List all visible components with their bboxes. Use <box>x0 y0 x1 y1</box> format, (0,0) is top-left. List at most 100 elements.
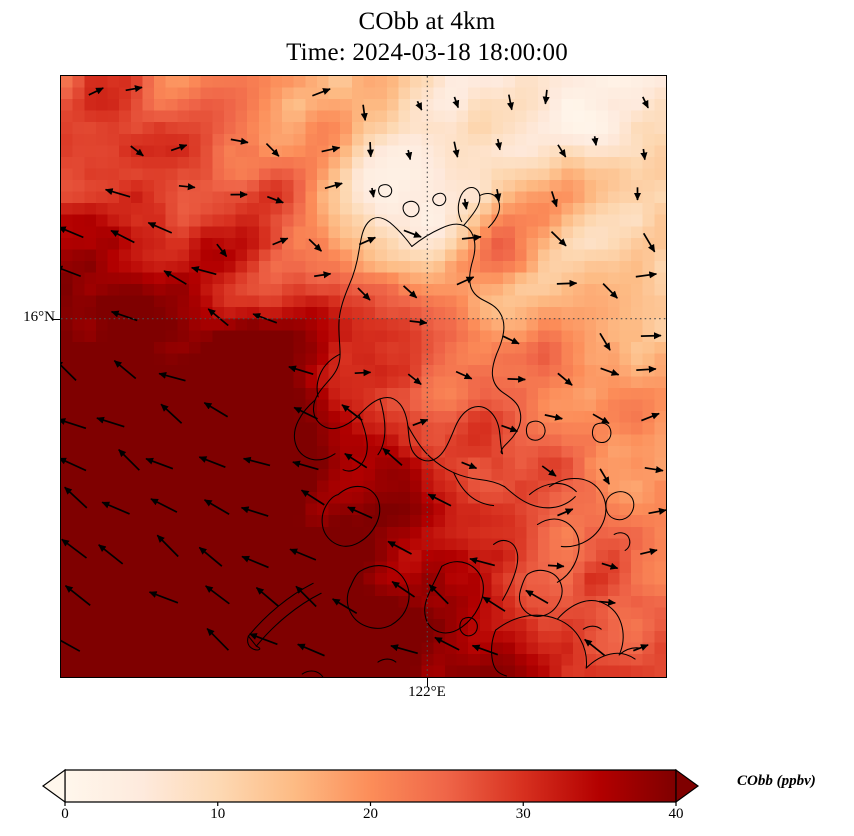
wind-vector-arrow <box>360 104 368 122</box>
wind-vector-arrow <box>501 424 519 433</box>
wind-vector-arrow <box>641 96 649 109</box>
wind-vector-arrow <box>205 585 230 605</box>
wind-vector-arrow <box>461 198 469 210</box>
wind-vector-arrow <box>64 486 88 509</box>
wind-vector-arrow <box>557 372 573 386</box>
title-time-line: Time: 2024-03-18 18:00:00 <box>286 39 568 66</box>
wind-vector-arrow <box>61 418 87 430</box>
figure-title: CObb at 4km Time: 2024-03-18 18:00:00 <box>0 6 854 68</box>
wind-vector-arrow <box>525 589 549 604</box>
wind-vector-arrow <box>599 468 611 485</box>
x-axis-label-122e: 122°E <box>408 684 446 700</box>
wind-vector-arrow <box>206 627 230 651</box>
wind-vector-arrow <box>163 270 187 285</box>
wind-vector-arrow <box>461 234 482 242</box>
colorbar-tick-label: 0 <box>61 806 69 822</box>
wind-vector-arrow <box>178 183 196 191</box>
wind-vector-arrow <box>405 149 413 161</box>
wind-vector-arrow <box>288 365 314 376</box>
y-axis-label-16n: 16°N <box>23 309 55 325</box>
wind-vector-arrow <box>641 412 660 422</box>
wind-vector-arrow <box>203 401 229 418</box>
wind-vector-arrow <box>297 643 325 657</box>
wind-vector-arrow <box>255 586 280 608</box>
wind-vector-arrow <box>272 237 289 246</box>
wind-vector-arrow <box>390 644 418 655</box>
wind-vector-arrow <box>455 370 473 380</box>
wind-vector-arrow <box>599 598 616 606</box>
wind-vector-arrow <box>495 138 503 151</box>
wind-vector-arrow <box>644 466 664 474</box>
wind-vector-arrow <box>640 332 662 340</box>
wind-vector-arrow <box>636 365 657 373</box>
wind-vector-arrow <box>203 499 230 515</box>
wind-vector-arrow <box>61 639 81 652</box>
x-axis-tick-122e <box>427 678 429 687</box>
wind-vector-arrow <box>113 360 137 380</box>
wind-vector-arrow <box>145 457 174 470</box>
wind-vector-arrow <box>502 335 520 345</box>
wind-vector-arrow <box>170 144 188 152</box>
lat-lon-gridlines <box>61 76 666 677</box>
wind-vector-arrow <box>289 548 317 561</box>
wind-vector-arrow <box>64 585 91 607</box>
wind-vector-arrow <box>592 413 610 425</box>
wind-vector-arrow <box>600 367 620 376</box>
wind-vector-arrow <box>125 85 143 93</box>
colorbar-gradient <box>41 768 700 806</box>
wind-vector-arrow <box>240 506 269 517</box>
title-variable-line: CObb at 4km <box>358 8 496 35</box>
wind-vector-arrow <box>198 456 226 468</box>
wind-vector-arrow <box>148 591 179 604</box>
wind-vector-arrow <box>547 562 565 570</box>
wind-vector-arrow <box>557 144 567 158</box>
wind-vector-arrow <box>158 371 186 382</box>
colorbar[interactable]: 0 10 20 30 40 CObb (ppbv) <box>0 760 854 836</box>
wind-vector-arrow <box>191 266 217 276</box>
wind-vector-arrow <box>494 188 502 202</box>
wind-vector-arrow <box>550 191 558 208</box>
wind-vector-arrow <box>321 145 341 153</box>
colorbar-extend-min-arrow <box>41 768 66 804</box>
wind-vector-arrow <box>591 136 599 146</box>
wind-vector-arrow <box>267 195 284 204</box>
wind-vector-arrow <box>640 148 648 161</box>
wind-vector-arrow <box>207 308 229 327</box>
wind-vector-arrow <box>642 232 656 253</box>
wind-vector-arrow <box>402 285 418 299</box>
wind-vector-arrow <box>412 418 429 427</box>
wind-vector-arrow <box>640 548 658 556</box>
wind-vector-arrow <box>150 498 178 513</box>
wind-vector-arrow <box>265 142 280 157</box>
wind-vector-arrow <box>648 507 666 515</box>
map-plot-area[interactable] <box>60 75 667 678</box>
wind-vector-arrow <box>542 89 550 105</box>
wind-vector-arrow <box>308 238 323 252</box>
wind-vector-arrow <box>368 187 376 198</box>
wind-vector-overlay <box>61 76 666 677</box>
wind-vector-arrow <box>249 633 278 646</box>
wind-vector-arrow <box>61 265 82 278</box>
wind-vector-arrow <box>295 585 317 608</box>
wind-vector-arrow <box>110 229 135 244</box>
wind-vector-arrow <box>427 493 452 507</box>
wind-vector-arrow <box>387 540 412 555</box>
wind-vector-arrow <box>507 375 526 383</box>
colorbar-extend-max-arrow <box>675 768 700 804</box>
wind-vector-arrow <box>198 546 223 567</box>
wind-vector-arrow <box>88 87 104 96</box>
wind-vector-arrow <box>544 413 563 421</box>
wind-vector-arrow <box>550 230 567 247</box>
wind-vector-arrow <box>632 644 649 652</box>
wind-vector-arrow <box>415 100 423 111</box>
wind-vector-arrow <box>506 94 514 111</box>
wind-vector-arrow <box>556 279 578 287</box>
wind-vector-arrow <box>452 96 460 109</box>
wind-vector-arrow <box>292 460 319 471</box>
wind-vector-arrow <box>347 506 373 519</box>
wind-vector-arrow <box>557 508 574 517</box>
wind-vector-arrow <box>61 538 88 559</box>
colorbar-axis-label: CObb (ppbv) <box>737 773 816 789</box>
wind-vector-arrow <box>61 457 87 472</box>
wind-vector-arrow <box>461 461 478 470</box>
